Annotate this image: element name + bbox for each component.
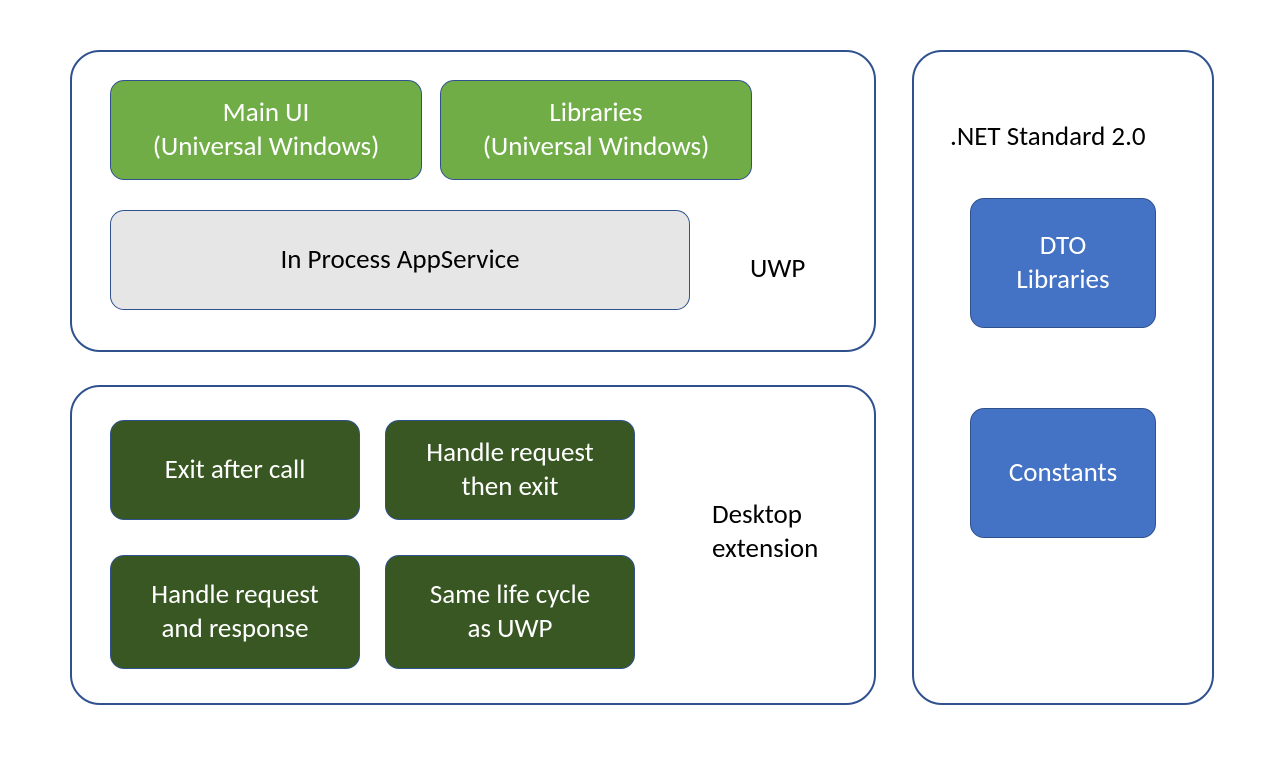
- box-handle-req-resp: Handle requestand response: [110, 555, 360, 669]
- box-exit-after-call: Exit after call: [110, 420, 360, 520]
- label-uwp: UWP: [750, 252, 805, 286]
- box-same-lifecycle-text: Same life cycleas UWP: [430, 578, 590, 646]
- box-libraries: Libraries(Universal Windows): [440, 80, 752, 180]
- box-constants-text: Constants: [1009, 456, 1117, 490]
- box-appservice: In Process AppService: [110, 210, 690, 310]
- architecture-diagram: Main UI(Universal Windows) Libraries(Uni…: [0, 0, 1286, 776]
- box-main-ui: Main UI(Universal Windows): [110, 80, 422, 180]
- box-handle-then-exit-text: Handle requestthen exit: [426, 436, 593, 504]
- label-net-standard: .NET Standard 2.0: [950, 120, 1146, 154]
- box-dto-libraries-text: DTOLibraries: [1016, 229, 1109, 297]
- label-desktop-extension-text: Desktopextension: [712, 498, 818, 565]
- label-desktop-extension: Desktopextension: [712, 498, 818, 566]
- box-constants: Constants: [970, 408, 1156, 538]
- label-net-standard-text: .NET Standard 2.0: [950, 120, 1146, 153]
- box-handle-then-exit: Handle requestthen exit: [385, 420, 635, 520]
- box-same-lifecycle: Same life cycleas UWP: [385, 555, 635, 669]
- box-main-ui-text: Main UI(Universal Windows): [153, 96, 380, 164]
- box-handle-req-resp-text: Handle requestand response: [151, 578, 318, 646]
- box-appservice-text: In Process AppService: [280, 243, 519, 277]
- box-exit-after-call-text: Exit after call: [165, 453, 306, 487]
- box-dto-libraries: DTOLibraries: [970, 198, 1156, 328]
- label-uwp-text: UWP: [750, 252, 805, 285]
- box-libraries-text: Libraries(Universal Windows): [483, 96, 710, 164]
